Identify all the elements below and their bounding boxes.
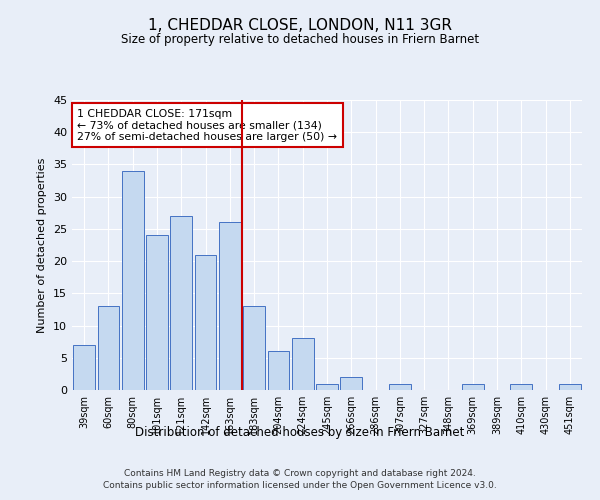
Text: 1, CHEDDAR CLOSE, LONDON, N11 3GR: 1, CHEDDAR CLOSE, LONDON, N11 3GR bbox=[148, 18, 452, 32]
Text: Contains HM Land Registry data © Crown copyright and database right 2024.
Contai: Contains HM Land Registry data © Crown c… bbox=[103, 468, 497, 490]
Bar bbox=[340, 377, 362, 390]
Bar bbox=[292, 338, 314, 390]
Text: Size of property relative to detached houses in Friern Barnet: Size of property relative to detached ho… bbox=[121, 32, 479, 46]
Bar bbox=[97, 306, 119, 390]
Bar bbox=[462, 384, 484, 390]
Bar bbox=[73, 345, 95, 390]
Bar bbox=[316, 384, 338, 390]
Bar bbox=[268, 352, 289, 390]
Bar bbox=[389, 384, 411, 390]
Bar bbox=[170, 216, 192, 390]
Bar bbox=[194, 254, 217, 390]
Y-axis label: Number of detached properties: Number of detached properties bbox=[37, 158, 47, 332]
Text: Distribution of detached houses by size in Friern Barnet: Distribution of detached houses by size … bbox=[136, 426, 464, 439]
Bar bbox=[219, 222, 241, 390]
Bar bbox=[243, 306, 265, 390]
Bar bbox=[511, 384, 532, 390]
Text: 1 CHEDDAR CLOSE: 171sqm
← 73% of detached houses are smaller (134)
27% of semi-d: 1 CHEDDAR CLOSE: 171sqm ← 73% of detache… bbox=[77, 108, 337, 142]
Bar bbox=[559, 384, 581, 390]
Bar bbox=[146, 236, 168, 390]
Bar bbox=[122, 171, 143, 390]
